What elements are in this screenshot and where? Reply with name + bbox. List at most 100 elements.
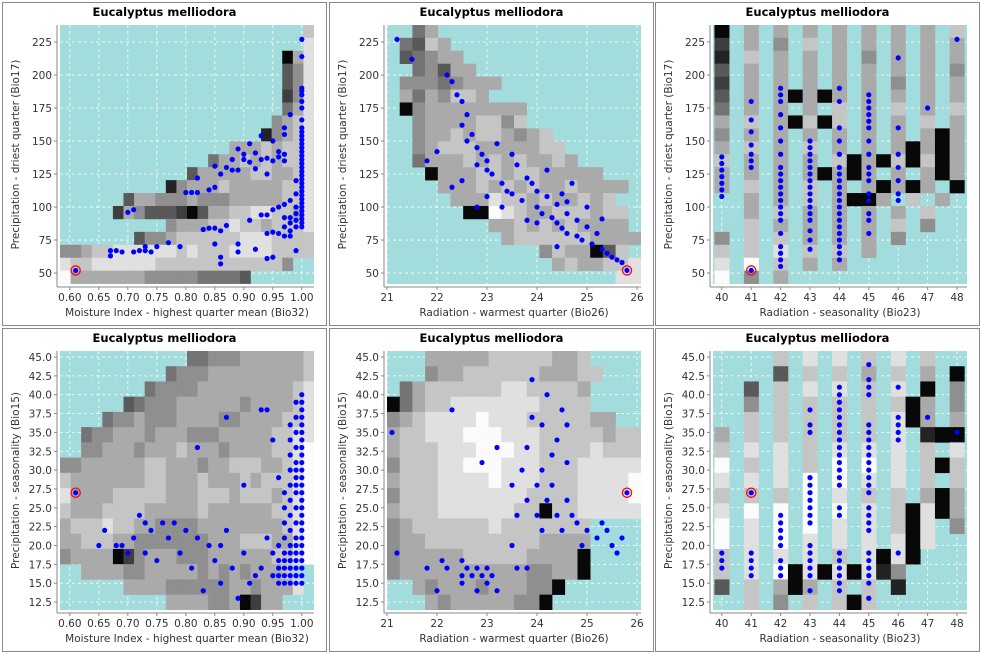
occurrence-point[interactable] xyxy=(299,92,305,98)
occurrence-point[interactable] xyxy=(524,444,530,451)
occurrence-point[interactable] xyxy=(293,467,299,473)
occurrence-point[interactable] xyxy=(206,225,212,231)
occurrence-point[interactable] xyxy=(807,138,813,144)
occurrence-point[interactable] xyxy=(299,422,305,428)
occurrence-point[interactable] xyxy=(299,196,305,202)
occurrence-point[interactable] xyxy=(258,565,264,571)
occurrence-point[interactable] xyxy=(836,138,843,144)
occurrence-point[interactable] xyxy=(281,505,288,511)
occurrence-point[interactable] xyxy=(287,512,293,518)
occurrence-point[interactable] xyxy=(241,482,247,488)
occurrence-point[interactable] xyxy=(287,467,293,473)
occurrence-point[interactable] xyxy=(609,254,615,260)
occurrence-point[interactable] xyxy=(559,191,565,197)
occurrence-point[interactable] xyxy=(807,171,813,177)
occurrence-point[interactable] xyxy=(836,230,843,237)
occurrence-point[interactable] xyxy=(479,573,485,579)
occurrence-point[interactable] xyxy=(160,520,166,526)
occurrence-point[interactable] xyxy=(895,55,901,61)
occurrence-point[interactable] xyxy=(299,407,305,413)
occurrence-point[interactable] xyxy=(299,137,305,143)
occurrence-point[interactable] xyxy=(264,255,270,262)
occurrence-point[interactable] xyxy=(119,249,125,255)
occurrence-point[interactable] xyxy=(299,527,305,534)
occurrence-point[interactable] xyxy=(299,399,305,405)
occurrence-point[interactable] xyxy=(299,188,305,194)
occurrence-point[interactable] xyxy=(778,520,784,526)
occurrence-point[interactable] xyxy=(247,141,253,147)
occurrence-point[interactable] xyxy=(113,542,119,549)
occurrence-point[interactable] xyxy=(287,565,293,571)
occurrence-point[interactable] xyxy=(719,174,725,180)
occurrence-point[interactable] xyxy=(235,167,241,173)
occurrence-point[interactable] xyxy=(276,573,282,579)
occurrence-point[interactable] xyxy=(836,164,843,171)
occurrence-point[interactable] xyxy=(276,204,282,210)
occurrence-point[interactable] xyxy=(131,249,137,255)
occurrence-point[interactable] xyxy=(264,407,270,413)
occurrence-point[interactable] xyxy=(554,244,560,250)
occurrence-point[interactable] xyxy=(599,216,605,222)
occurrence-point[interactable] xyxy=(574,520,580,526)
occurrence-point[interactable] xyxy=(836,565,843,571)
occurrence-point[interactable] xyxy=(299,475,305,481)
occurrence-point[interactable] xyxy=(778,573,784,579)
occurrence-point[interactable] xyxy=(281,214,288,221)
occurrence-point[interactable] xyxy=(218,228,224,234)
occurrence-point[interactable] xyxy=(119,542,125,549)
occurrence-point[interactable] xyxy=(293,399,299,405)
occurrence-point[interactable] xyxy=(434,148,440,155)
occurrence-point[interactable] xyxy=(299,168,305,174)
occurrence-point[interactable] xyxy=(836,580,843,586)
selected-point-ring[interactable] xyxy=(70,265,81,276)
occurrence-point[interactable] xyxy=(866,505,872,511)
occurrence-point[interactable] xyxy=(293,459,299,466)
occurrence-point[interactable] xyxy=(247,159,253,165)
occurrence-point[interactable] xyxy=(569,180,575,186)
occurrence-point[interactable] xyxy=(866,422,872,428)
occurrence-point[interactable] xyxy=(807,184,813,190)
occurrence-point[interactable] xyxy=(614,550,620,556)
occurrence-point[interactable] xyxy=(489,573,495,579)
selected-point[interactable] xyxy=(748,267,754,274)
occurrence-point[interactable] xyxy=(299,129,305,135)
occurrence-point[interactable] xyxy=(281,125,288,131)
occurrence-point[interactable] xyxy=(554,512,560,518)
occurrence-point[interactable] xyxy=(719,557,725,564)
occurrence-point[interactable] xyxy=(866,138,872,144)
occurrence-point[interactable] xyxy=(866,191,872,197)
occurrence-point[interactable] xyxy=(807,204,813,210)
occurrence-point[interactable] xyxy=(484,158,490,164)
occurrence-point[interactable] xyxy=(807,145,813,151)
occurrence-point[interactable] xyxy=(866,580,872,586)
occurrence-point[interactable] xyxy=(454,92,460,98)
occurrence-point[interactable] xyxy=(102,527,108,534)
occurrence-point[interactable] xyxy=(544,497,550,503)
occurrence-point[interactable] xyxy=(299,176,305,182)
occurrence-point[interactable] xyxy=(299,204,305,210)
occurrence-point[interactable] xyxy=(866,429,872,436)
selected-point-ring[interactable] xyxy=(621,265,633,276)
occurrence-point[interactable] xyxy=(293,204,299,210)
occurrence-point[interactable] xyxy=(264,155,270,161)
occurrence-point[interactable] xyxy=(549,452,555,458)
occurrence-point[interactable] xyxy=(218,542,224,549)
occurrence-point[interactable] xyxy=(719,193,725,200)
occurrence-point[interactable] xyxy=(778,191,784,197)
occurrence-point[interactable] xyxy=(719,565,725,571)
occurrence-point[interactable] xyxy=(293,248,299,254)
occurrence-point[interactable] xyxy=(270,207,276,213)
occurrence-point[interactable] xyxy=(609,542,615,549)
occurrence-point[interactable] xyxy=(276,542,282,549)
selected-point-ring[interactable] xyxy=(621,487,633,498)
occurrence-point[interactable] xyxy=(235,249,241,255)
occurrence-point[interactable] xyxy=(836,244,843,250)
occurrence-point[interactable] xyxy=(564,497,570,503)
occurrence-point[interactable] xyxy=(235,241,241,247)
occurrence-point[interactable] xyxy=(748,117,754,123)
occurrence-point[interactable] xyxy=(494,141,500,147)
occurrence-point[interactable] xyxy=(836,482,843,488)
occurrence-point[interactable] xyxy=(584,224,590,230)
occurrence-point[interactable] xyxy=(778,138,784,144)
occurrence-point[interactable] xyxy=(212,184,218,190)
